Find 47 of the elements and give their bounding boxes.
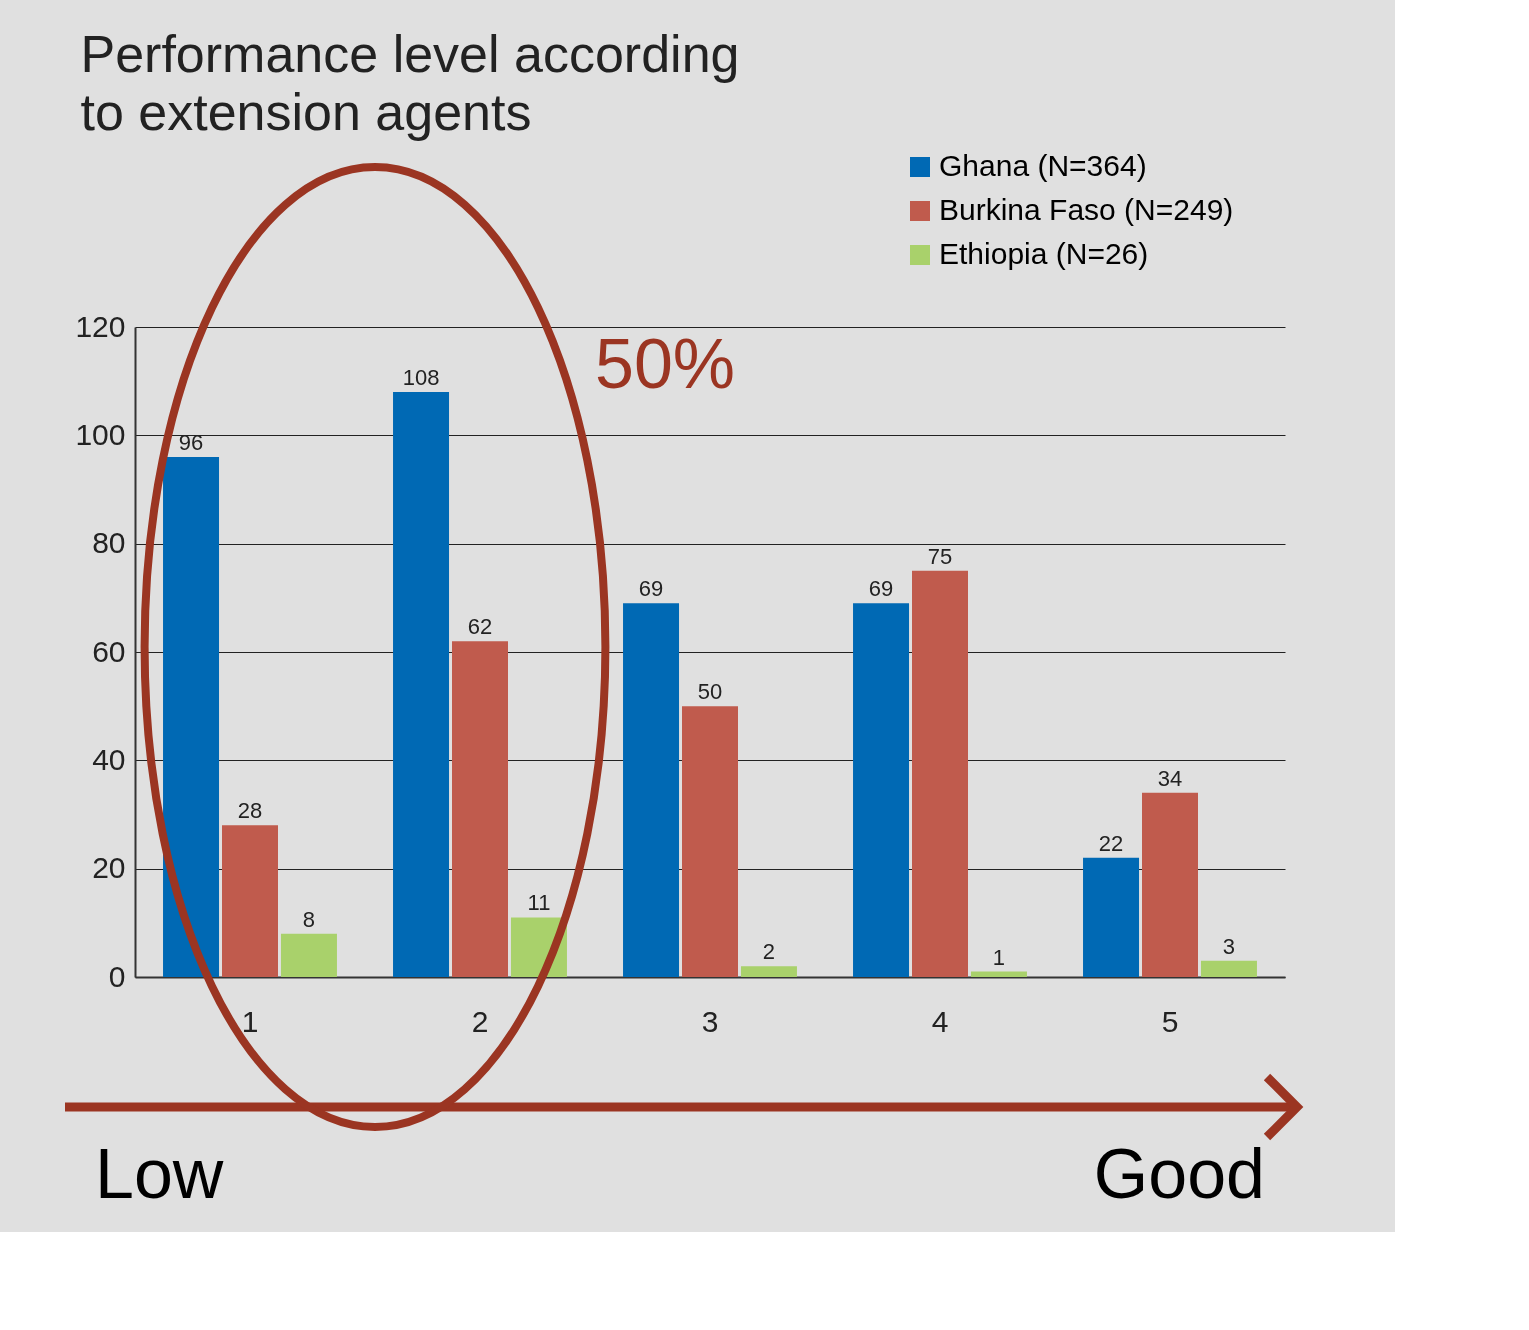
y-tick-label: 0 [108, 959, 126, 993]
x-tick-label: 5 [1161, 1004, 1179, 1038]
bar [163, 457, 220, 977]
legend-label: Burkina Faso (N=249) [939, 193, 1234, 226]
bar [1083, 857, 1140, 977]
x-tick-label: 4 [931, 1004, 949, 1038]
data-label: 62 [467, 614, 493, 640]
data-label: 108 [402, 365, 440, 390]
data-label: 34 [1157, 765, 1183, 791]
data-label: 8 [302, 906, 316, 932]
y-tick-label: 40 [92, 742, 126, 776]
bar [912, 570, 968, 977]
data-label: 2 [762, 939, 776, 965]
data-label: 22 [1098, 830, 1124, 856]
y-tick-label: 120 [75, 309, 126, 343]
data-label: 1 [992, 944, 1006, 970]
text: Low [95, 1135, 224, 1213]
y-tick-label: 20 [92, 851, 126, 885]
data-label: 69 [868, 576, 894, 602]
bar [393, 392, 450, 977]
legend-label: Ghana (N=364) [939, 149, 1147, 182]
bar [280, 933, 337, 977]
y-tick-label: 60 [92, 634, 126, 668]
data-label: 28 [237, 798, 263, 824]
y-tick-label: 80 [92, 526, 126, 560]
data-label: 75 [927, 543, 953, 569]
bar [682, 706, 738, 977]
bar [452, 641, 508, 977]
data-label: 69 [638, 576, 664, 602]
bar [740, 966, 797, 977]
chart-title: Performance level according to extension agents [80, 25, 740, 141]
legend-label: Ethiopia (N=26) [939, 237, 1149, 270]
bar [1142, 792, 1198, 977]
x-tick-label: 3 [701, 1004, 719, 1038]
bar [623, 603, 680, 977]
x-tick-label: 1 [241, 1004, 259, 1038]
bar [222, 825, 278, 977]
x-tick-label: 2 [471, 1004, 489, 1038]
annotation: 50% [594, 325, 736, 403]
y-tick-label: 100 [75, 417, 126, 451]
bar [970, 971, 1027, 977]
data-label: 11 [527, 890, 551, 916]
bar [1200, 960, 1257, 977]
data-label: 3 [1222, 933, 1236, 959]
bar [853, 603, 910, 977]
data-label: 50 [697, 679, 723, 705]
text: Good [1093, 1135, 1265, 1213]
